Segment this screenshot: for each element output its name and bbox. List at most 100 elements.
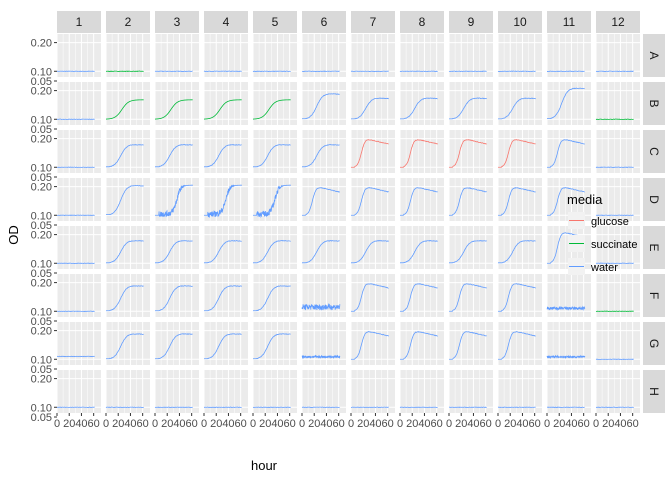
x-tick-label: 20 bbox=[504, 418, 516, 430]
panel bbox=[350, 322, 395, 365]
panel-background bbox=[449, 130, 493, 173]
panel bbox=[497, 274, 542, 317]
panel-background bbox=[596, 370, 640, 413]
panel-background bbox=[155, 130, 199, 173]
series-line-water bbox=[155, 333, 193, 360]
panel bbox=[154, 130, 199, 173]
panel bbox=[595, 130, 640, 173]
panel-background bbox=[106, 370, 150, 413]
panel-background bbox=[596, 274, 640, 317]
panel-background bbox=[302, 226, 346, 269]
y-tick-label: 0.10 bbox=[31, 66, 52, 78]
series-line-water bbox=[547, 187, 585, 216]
panel bbox=[448, 82, 493, 125]
row-strip-label: A bbox=[647, 51, 661, 59]
x-axis-ticks: 0 20 40 60 0 20 40 60 0 20 40 60 0 20 40 60 0 20 40 60 0 20 40… bbox=[54, 413, 639, 430]
x-tick-label: 20 bbox=[112, 418, 124, 430]
series-line-water bbox=[351, 240, 389, 264]
series-line-water bbox=[106, 285, 144, 312]
panel bbox=[301, 178, 346, 221]
panel bbox=[203, 82, 248, 125]
series-line-water bbox=[155, 285, 193, 312]
row-strip bbox=[643, 82, 665, 125]
column-strip bbox=[302, 11, 346, 33]
panel-background bbox=[596, 130, 640, 173]
panel bbox=[399, 274, 444, 317]
panel bbox=[546, 274, 591, 317]
x-tick-label: 40 bbox=[614, 418, 626, 430]
panel-background bbox=[449, 34, 493, 77]
panel-background bbox=[400, 34, 444, 77]
panel bbox=[105, 82, 150, 125]
series-line-water bbox=[351, 187, 389, 216]
x-tick-label: 60 bbox=[529, 418, 541, 430]
x-tick-label: 20 bbox=[357, 418, 369, 430]
panel-background bbox=[155, 226, 199, 269]
x-tick-label: 0 bbox=[495, 418, 501, 430]
panel bbox=[56, 82, 101, 125]
row-strip-label: C bbox=[647, 147, 661, 156]
panel-background bbox=[106, 82, 150, 125]
x-tick-label: 60 bbox=[235, 418, 247, 430]
panel bbox=[595, 82, 640, 125]
y-tick-label: 0.10 bbox=[31, 354, 52, 366]
panel-background bbox=[449, 322, 493, 365]
panel bbox=[252, 130, 297, 173]
series-line-water bbox=[546, 354, 586, 360]
x-tick-label: 20 bbox=[455, 418, 467, 430]
column-strip bbox=[106, 11, 150, 33]
panel-background bbox=[547, 370, 591, 413]
y-tick-label: 0.10 bbox=[31, 306, 52, 318]
legend-title: media bbox=[567, 192, 603, 207]
series-line-water bbox=[449, 97, 487, 120]
x-tick-label: 20 bbox=[406, 418, 418, 430]
x-tick-label: 20 bbox=[63, 418, 75, 430]
panel bbox=[399, 226, 444, 269]
column-strip bbox=[400, 11, 444, 33]
panel-background bbox=[57, 82, 101, 125]
series-line-water bbox=[253, 184, 291, 219]
panel-background bbox=[302, 34, 346, 77]
y-tick-label: 0.05 bbox=[31, 220, 52, 232]
series-line-glucose bbox=[449, 139, 487, 168]
series-line-water bbox=[302, 93, 340, 120]
row-strip bbox=[643, 322, 665, 365]
panel bbox=[301, 322, 346, 365]
series-line-water bbox=[204, 240, 242, 264]
column-strip-label: 3 bbox=[174, 15, 181, 29]
panel bbox=[56, 322, 101, 365]
panel bbox=[546, 82, 591, 125]
panel-background bbox=[351, 82, 395, 125]
column-strip-label: 4 bbox=[223, 15, 230, 29]
row-strip bbox=[643, 178, 665, 221]
series-line-water bbox=[498, 283, 536, 312]
x-tick-label: 0 bbox=[446, 418, 452, 430]
x-tick-label: 0 bbox=[299, 418, 305, 430]
y-tick-label: 0.20 bbox=[31, 86, 52, 98]
panel-background bbox=[498, 130, 542, 173]
panel-background bbox=[498, 178, 542, 221]
row-strip-label: F bbox=[647, 292, 661, 299]
series-line-water bbox=[253, 240, 291, 264]
column-strip bbox=[57, 11, 101, 33]
row-strip bbox=[643, 226, 665, 269]
y-tick-label: 0.10 bbox=[31, 210, 52, 222]
panel-background bbox=[498, 226, 542, 269]
y-tick-label: 0.10 bbox=[31, 258, 52, 270]
y-tick-label: 0.20 bbox=[31, 374, 52, 386]
panel bbox=[399, 130, 444, 173]
panel-background bbox=[400, 226, 444, 269]
panel bbox=[203, 370, 248, 413]
column-strip bbox=[498, 11, 542, 33]
panel bbox=[350, 226, 395, 269]
panel-background bbox=[596, 178, 640, 221]
panel bbox=[497, 322, 542, 365]
panel-background bbox=[351, 34, 395, 77]
panel bbox=[56, 34, 101, 77]
panel-background bbox=[498, 322, 542, 365]
series-line-water bbox=[449, 331, 487, 360]
panel bbox=[301, 370, 346, 413]
x-tick-label: 40 bbox=[173, 418, 185, 430]
panel-background bbox=[204, 322, 248, 365]
panel-background bbox=[57, 226, 101, 269]
